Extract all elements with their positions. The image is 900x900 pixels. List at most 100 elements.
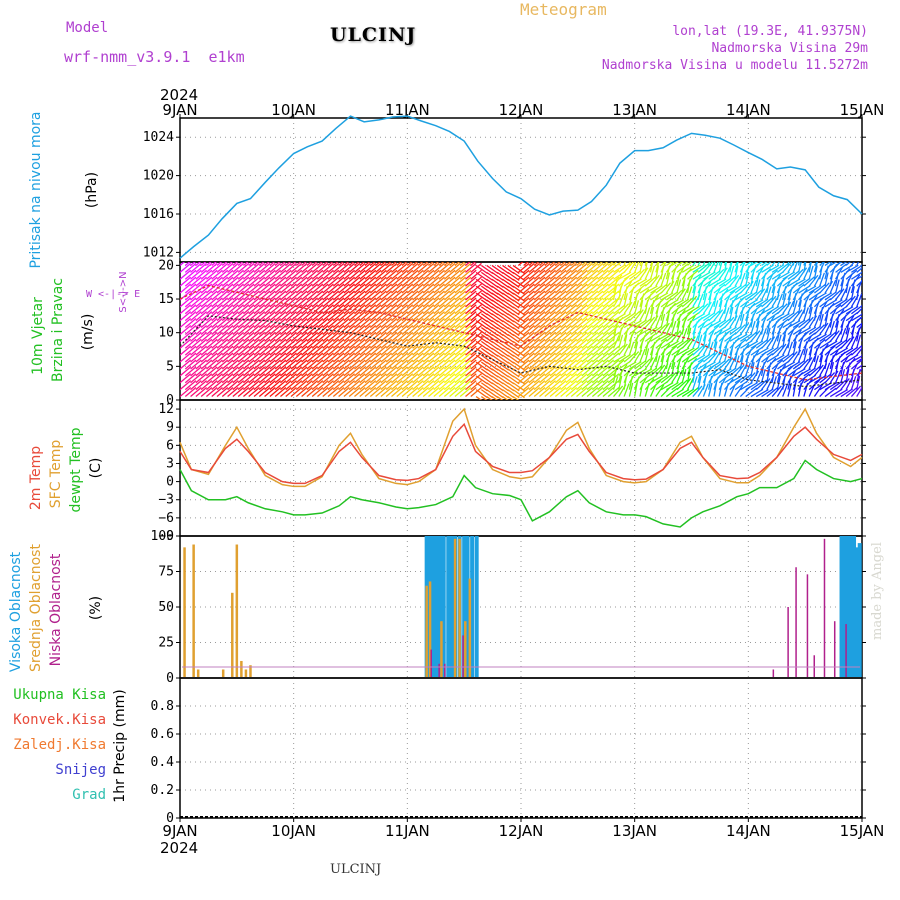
xtick-label-top: 14JAN: [726, 101, 771, 119]
wind-barb: [486, 306, 499, 316]
wind-barb: [634, 283, 647, 294]
wind-barb: [708, 361, 721, 370]
wind-barb: [459, 366, 472, 377]
wind-barb: [285, 324, 297, 335]
wind-barb: [221, 387, 234, 398]
wind-barb: [243, 373, 255, 384]
wind-barb: [570, 345, 583, 356]
ytick-label: 0.6: [151, 727, 174, 742]
wind-barb: [581, 366, 593, 377]
wind-barb: [317, 373, 329, 384]
wind-barb: [285, 276, 297, 287]
wind-barb: [375, 311, 387, 322]
wind-barb: [470, 324, 482, 335]
wind-barb: [396, 283, 408, 294]
wind-barb: [570, 276, 583, 287]
wind-barb: [322, 366, 334, 377]
wind-barb: [258, 331, 271, 342]
wind-barb: [338, 331, 350, 342]
wind-barb: [708, 324, 720, 335]
wind-barb: [613, 264, 626, 273]
wind-barb: [644, 285, 658, 294]
wind-barb: [777, 318, 789, 329]
wind-barb: [576, 338, 588, 349]
wind-barb: [565, 283, 578, 294]
wind-barb: [311, 276, 324, 287]
wind-barb: [274, 380, 287, 391]
wind-barb: [317, 269, 329, 280]
wind-barb: [216, 373, 229, 384]
wind-barb: [576, 262, 588, 273]
wind-barb: [671, 388, 684, 398]
wind-barb: [412, 290, 424, 301]
wind-barb: [533, 338, 546, 349]
wind-barb: [687, 262, 693, 266]
wind-barb: [612, 274, 623, 287]
wind-barb: [327, 352, 340, 363]
wind-barb: [274, 290, 287, 301]
wind-barb: [840, 310, 852, 322]
ytick-label: 75: [158, 565, 174, 580]
wind-barb: [332, 262, 339, 266]
wind-barb: [359, 387, 371, 398]
wind-barb: [803, 285, 817, 294]
wind-barb: [332, 276, 345, 287]
wind-barb: [623, 262, 626, 266]
wind-barb: [280, 297, 292, 308]
pressure-unit: (hPa): [84, 172, 100, 208]
wind-barb: [607, 283, 620, 294]
wind-barb: [554, 262, 567, 273]
wind-barb: [449, 311, 461, 322]
wind-barb: [829, 320, 836, 335]
wind-barb: [634, 360, 647, 370]
wind-barb: [560, 297, 572, 308]
wind-barb: [465, 359, 477, 370]
wind-barb: [655, 333, 669, 342]
wind-barb: [856, 334, 862, 349]
wind-barb: [729, 262, 733, 273]
wind-barb: [840, 353, 853, 363]
wind-barb: [813, 342, 822, 356]
wind-barb: [391, 262, 397, 266]
wind-barb: [417, 311, 430, 322]
wind-barb: [486, 285, 499, 295]
wind-barb: [486, 389, 499, 399]
wind-barb: [206, 269, 218, 280]
wind-barb: [285, 318, 297, 329]
wind-barb: [729, 294, 739, 308]
wind-barb: [406, 366, 419, 377]
wind-barb: [290, 352, 303, 363]
wind-barb: [237, 290, 250, 301]
wind-barb: [354, 269, 366, 280]
wind-barb: [232, 331, 245, 342]
wind-barb: [438, 262, 445, 266]
wind-barb: [782, 319, 795, 329]
wind-barb: [845, 387, 858, 398]
wind-barb: [512, 340, 525, 350]
wind-barb: [417, 324, 430, 335]
pressure-label: Pritisak na nivou mora: [28, 111, 44, 268]
wind-barb: [544, 387, 556, 398]
wind-barb: [180, 331, 192, 342]
xtick-label-bottom: 11JAN: [385, 822, 430, 840]
wind-barb: [512, 382, 525, 392]
wind-barb: [666, 299, 679, 308]
wind-barb: [354, 324, 366, 335]
wind-barb: [644, 307, 651, 321]
wind-barb: [528, 387, 541, 398]
wind-barb: [248, 290, 260, 301]
cloud-low-bar: [795, 567, 797, 677]
wind-barb: [813, 265, 818, 280]
wind-barb: [523, 311, 535, 322]
wind-barb: [269, 345, 282, 356]
wind-barb: [628, 262, 631, 266]
wind-gust-line: [179, 284, 863, 381]
wind-barb: [332, 297, 345, 308]
wind-barb: [502, 396, 509, 400]
wind-barb: [565, 318, 578, 329]
wind-barb: [533, 373, 546, 384]
wind-barb: [549, 262, 562, 273]
wind-barb: [280, 269, 292, 280]
wind-barb: [369, 262, 376, 266]
wind-barb: [338, 366, 350, 377]
